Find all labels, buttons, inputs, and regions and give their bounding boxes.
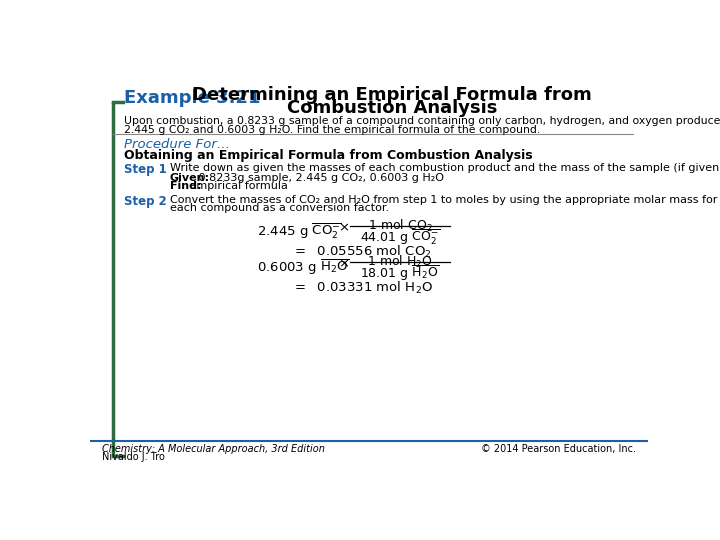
Text: 2.445 g CO₂ and 0.6003 g H₂O. Find the empirical formula of the compound.: 2.445 g CO₂ and 0.6003 g H₂O. Find the e…	[124, 125, 540, 135]
Text: Write down as given the masses of each combustion product and the mass of the sa: Write down as given the masses of each c…	[170, 163, 720, 173]
Text: Obtaining an Empirical Formula from Combustion Analysis: Obtaining an Empirical Formula from Comb…	[124, 148, 533, 162]
Text: Upon combustion, a 0.8233 g sample of a compound containing only carbon, hydroge: Upon combustion, a 0.8233 g sample of a …	[124, 116, 720, 126]
Text: $18.01\ \mathrm{g\ \overline{H_2O}}$: $18.01\ \mathrm{g\ \overline{H_2O}}$	[361, 264, 439, 282]
Text: Determining an Empirical Formula from: Determining an Empirical Formula from	[192, 86, 592, 104]
Text: 0.8233g sample, 2.445 g CO₂, 0.6003 g H₂O: 0.8233g sample, 2.445 g CO₂, 0.6003 g H₂…	[195, 173, 444, 183]
Text: Nivaldo J. Tro: Nivaldo J. Tro	[102, 452, 164, 462]
Text: © 2014 Pearson Education, Inc.: © 2014 Pearson Education, Inc.	[482, 444, 636, 455]
Text: Convert the masses of CO₂ and H₂O from step 1 to moles by using the appropriate : Convert the masses of CO₂ and H₂O from s…	[170, 195, 717, 205]
Text: Step 1: Step 1	[124, 163, 167, 176]
Text: Procedure For…: Procedure For…	[124, 138, 230, 151]
Text: each compound as a conversion factor.: each compound as a conversion factor.	[170, 204, 389, 213]
Text: $\times$: $\times$	[338, 221, 349, 234]
Text: Given:: Given:	[170, 173, 210, 183]
Text: Chemistry: A Molecular Approach, 3rd Edition: Chemistry: A Molecular Approach, 3rd Edi…	[102, 444, 325, 455]
Text: $=\ \ 0.05556\ \mathrm{mol\ CO_2}$: $=\ \ 0.05556\ \mathrm{mol\ CO_2}$	[292, 244, 431, 260]
Text: $1\ \mathrm{mol\ CO_2}$: $1\ \mathrm{mol\ CO_2}$	[368, 218, 432, 234]
Text: Step 2: Step 2	[124, 195, 167, 208]
Text: empirical formula: empirical formula	[186, 181, 288, 191]
Text: Find:: Find:	[170, 181, 202, 191]
Text: Example 3.21: Example 3.21	[124, 90, 261, 107]
Text: $0.6003\ \mathrm{g\ \overline{H_2O}}$: $0.6003\ \mathrm{g\ \overline{H_2O}}$	[256, 257, 348, 276]
Text: Combustion Analysis: Combustion Analysis	[287, 99, 498, 117]
Text: $1\ \mathrm{mol\ H_2O}$: $1\ \mathrm{mol\ H_2O}$	[367, 254, 433, 271]
Text: $44.01\ \mathrm{g\ \overline{CO_2^{-}}}$: $44.01\ \mathrm{g\ \overline{CO_2^{-}}}$	[360, 227, 440, 246]
Text: $\times$: $\times$	[338, 257, 349, 271]
Text: $=\ \ 0.03331\ \mathrm{mol\ H_2O}$: $=\ \ 0.03331\ \mathrm{mol\ H_2O}$	[292, 280, 433, 296]
Text: $2.445\ \mathrm{g\ \overline{CO_2^{-}}}$: $2.445\ \mathrm{g\ \overline{CO_2^{-}}}$	[256, 221, 341, 240]
